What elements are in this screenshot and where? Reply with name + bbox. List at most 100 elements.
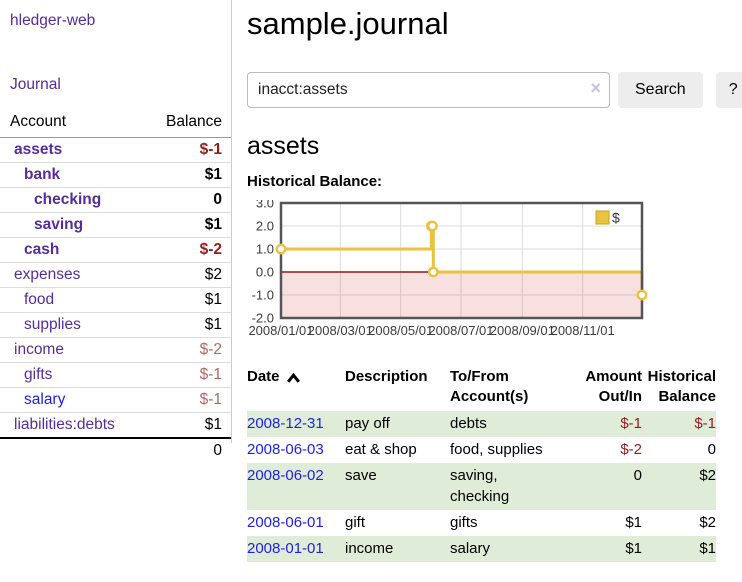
search-row: × Search ?	[247, 72, 742, 108]
account-link-assets[interactable]: assets	[14, 141, 63, 158]
search-button[interactable]: Search	[618, 72, 703, 108]
accounts-total-spacer	[0, 437, 145, 463]
chart-svg: $3.0 2.0 1.0 0.0 -1.0 -2.02008/01/012008/03/0…	[248, 196, 648, 339]
register-col-balance-line2: Balance	[658, 388, 716, 405]
account-link-income[interactable]: income	[14, 341, 64, 358]
register-cell-date[interactable]: 2008-06-03	[247, 437, 345, 463]
account-link-food[interactable]: food	[24, 291, 55, 308]
svg-text:2008/03/01: 2008/03/01	[308, 323, 373, 338]
historical-balance-chart[interactable]: $3.0 2.0 1.0 0.0 -1.0 -2.0 2008/01/01 2008/03/0…	[247, 196, 742, 347]
register-col-amount: Amount Out/In	[565, 365, 642, 411]
account-balance: $1	[144, 412, 232, 438]
account-row: liabilities:debts $1	[0, 412, 232, 438]
account-row: expenses $2	[0, 262, 232, 288]
chart-negative-region	[281, 272, 642, 318]
register-cell-date[interactable]: 2008-01-01	[247, 536, 345, 562]
svg-text:3.0: 3.0	[256, 200, 274, 211]
account-row: salary $-1	[0, 387, 232, 413]
register-col-accounts: To/From Account(s)	[450, 365, 565, 411]
account-balance: $-2	[144, 337, 232, 363]
sidebar: hledger-web Journal Account Balance asse…	[0, 0, 232, 562]
register-cell-amount: $-1	[620, 415, 642, 432]
svg-text:-1.0: -1.0	[252, 288, 274, 303]
register-cell-accounts: food, supplies	[450, 441, 543, 458]
register-col-date-label: Date	[247, 368, 280, 385]
account-link-checking[interactable]: checking	[34, 191, 102, 208]
register-col-date[interactable]: Date	[247, 365, 345, 411]
app-brand-link[interactable]: hledger-web	[10, 12, 96, 29]
account-row: supplies $1	[0, 312, 232, 338]
main-content: sample.journal × Search ? assets Histori…	[232, 0, 742, 562]
nav-journal-link[interactable]: Journal	[10, 76, 61, 93]
account-balance: $2	[144, 262, 232, 288]
register-cell-accounts: debts	[450, 415, 487, 432]
account-link-expenses[interactable]: expenses	[14, 266, 81, 283]
svg-text:$: $	[612, 210, 620, 226]
register-cell-balance: $1	[699, 540, 716, 557]
account-row: saving $1	[0, 212, 232, 238]
account-balance: $1	[144, 312, 232, 338]
clear-search-icon[interactable]: ×	[590, 78, 601, 98]
account-balance: $-2	[144, 237, 232, 263]
account-balance: $1	[144, 162, 232, 188]
account-row: income $-2	[0, 337, 232, 363]
svg-text:-2.0: -2.0	[252, 311, 274, 326]
account-link-cash[interactable]: cash	[24, 241, 60, 258]
register-table: Date Description To/From Account(s) Amou…	[247, 365, 716, 562]
search-input[interactable]	[247, 72, 610, 108]
account-row: assets $-1	[0, 138, 232, 163]
account-link-supplies[interactable]: supplies	[24, 316, 81, 333]
svg-text:0.0: 0.0	[256, 265, 274, 280]
account-heading: assets	[247, 132, 320, 160]
transaction-date-link[interactable]: 2008-01-01	[247, 540, 324, 557]
search-box: ×	[247, 72, 610, 108]
register-cell-description: eat & shop	[345, 441, 417, 458]
account-link-salary[interactable]: salary	[24, 391, 66, 408]
transaction-date-link[interactable]: 2008-06-01	[247, 514, 324, 531]
register-cell-description: gift	[345, 514, 366, 531]
register-row: 2008-06-02 save saving, checking 0 $2	[247, 463, 716, 510]
accounts-col-balance: Balance	[144, 110, 232, 138]
app-window: hledger-web Journal Account Balance asse…	[0, 0, 742, 562]
register-cell-description: save	[345, 467, 377, 484]
accounts-total-value: 0	[144, 437, 232, 463]
chart-axis-labels: 3.0 2.0 1.0 0.0 -1.0 -2.02008/01/012008/03/01…	[248, 196, 614, 339]
svg-text:2008/01/01: 2008/01/01	[248, 323, 313, 338]
chart-data-points	[275, 220, 648, 301]
register-cell-amount: $1	[625, 540, 642, 557]
account-row: food $1	[0, 287, 232, 313]
account-link-gifts[interactable]: gifts	[24, 366, 53, 383]
register-row: 2008-06-03 eat & shop food, supplies $-2 0	[247, 437, 716, 463]
register-col-balance-line1: Historical	[647, 368, 716, 385]
account-link-bank[interactable]: bank	[24, 166, 61, 183]
register-cell-amount: 0	[633, 467, 642, 484]
chart-title: Historical Balance:	[247, 173, 383, 190]
page-title: sample.journal	[247, 6, 449, 41]
register-row: 2008-01-01 income salary $1 $1	[247, 536, 716, 562]
transaction-date-link[interactable]: 2008-06-02	[247, 467, 324, 484]
account-link-saving[interactable]: saving	[34, 216, 84, 233]
transaction-date-link[interactable]: 2008-12-31	[247, 415, 324, 432]
register-cell-balance: 0	[707, 441, 716, 458]
register-cell-amount: $1	[625, 514, 642, 531]
register-cell-accounts: gifts	[450, 514, 478, 531]
account-balance: $1	[144, 212, 232, 238]
account-row: gifts $-1	[0, 362, 232, 388]
register-col-description: Description	[345, 368, 428, 385]
svg-text:1.0: 1.0	[256, 242, 274, 257]
accounts-total-row: 0	[0, 437, 232, 463]
svg-text:2.0: 2.0	[256, 219, 274, 234]
register-cell-amount: $-2	[620, 441, 642, 458]
register-cell-date[interactable]: 2008-06-01	[247, 510, 345, 536]
register-cell-date[interactable]: 2008-12-31	[247, 411, 345, 437]
transaction-date-link[interactable]: 2008-06-03	[247, 441, 324, 458]
register-cell-date[interactable]: 2008-06-02	[247, 463, 345, 510]
register-cell-balance: $2	[699, 467, 716, 484]
chart-border	[279, 201, 644, 320]
sort-ascending-icon[interactable]	[286, 372, 301, 384]
register-col-balance: Historical Balance	[642, 365, 716, 411]
account-balance: $-1	[144, 362, 232, 388]
account-link-liabilities-debts[interactable]: liabilities:debts	[14, 416, 115, 433]
register-col-accounts-line1: To/From	[450, 368, 509, 385]
help-button[interactable]: ?	[715, 72, 742, 108]
